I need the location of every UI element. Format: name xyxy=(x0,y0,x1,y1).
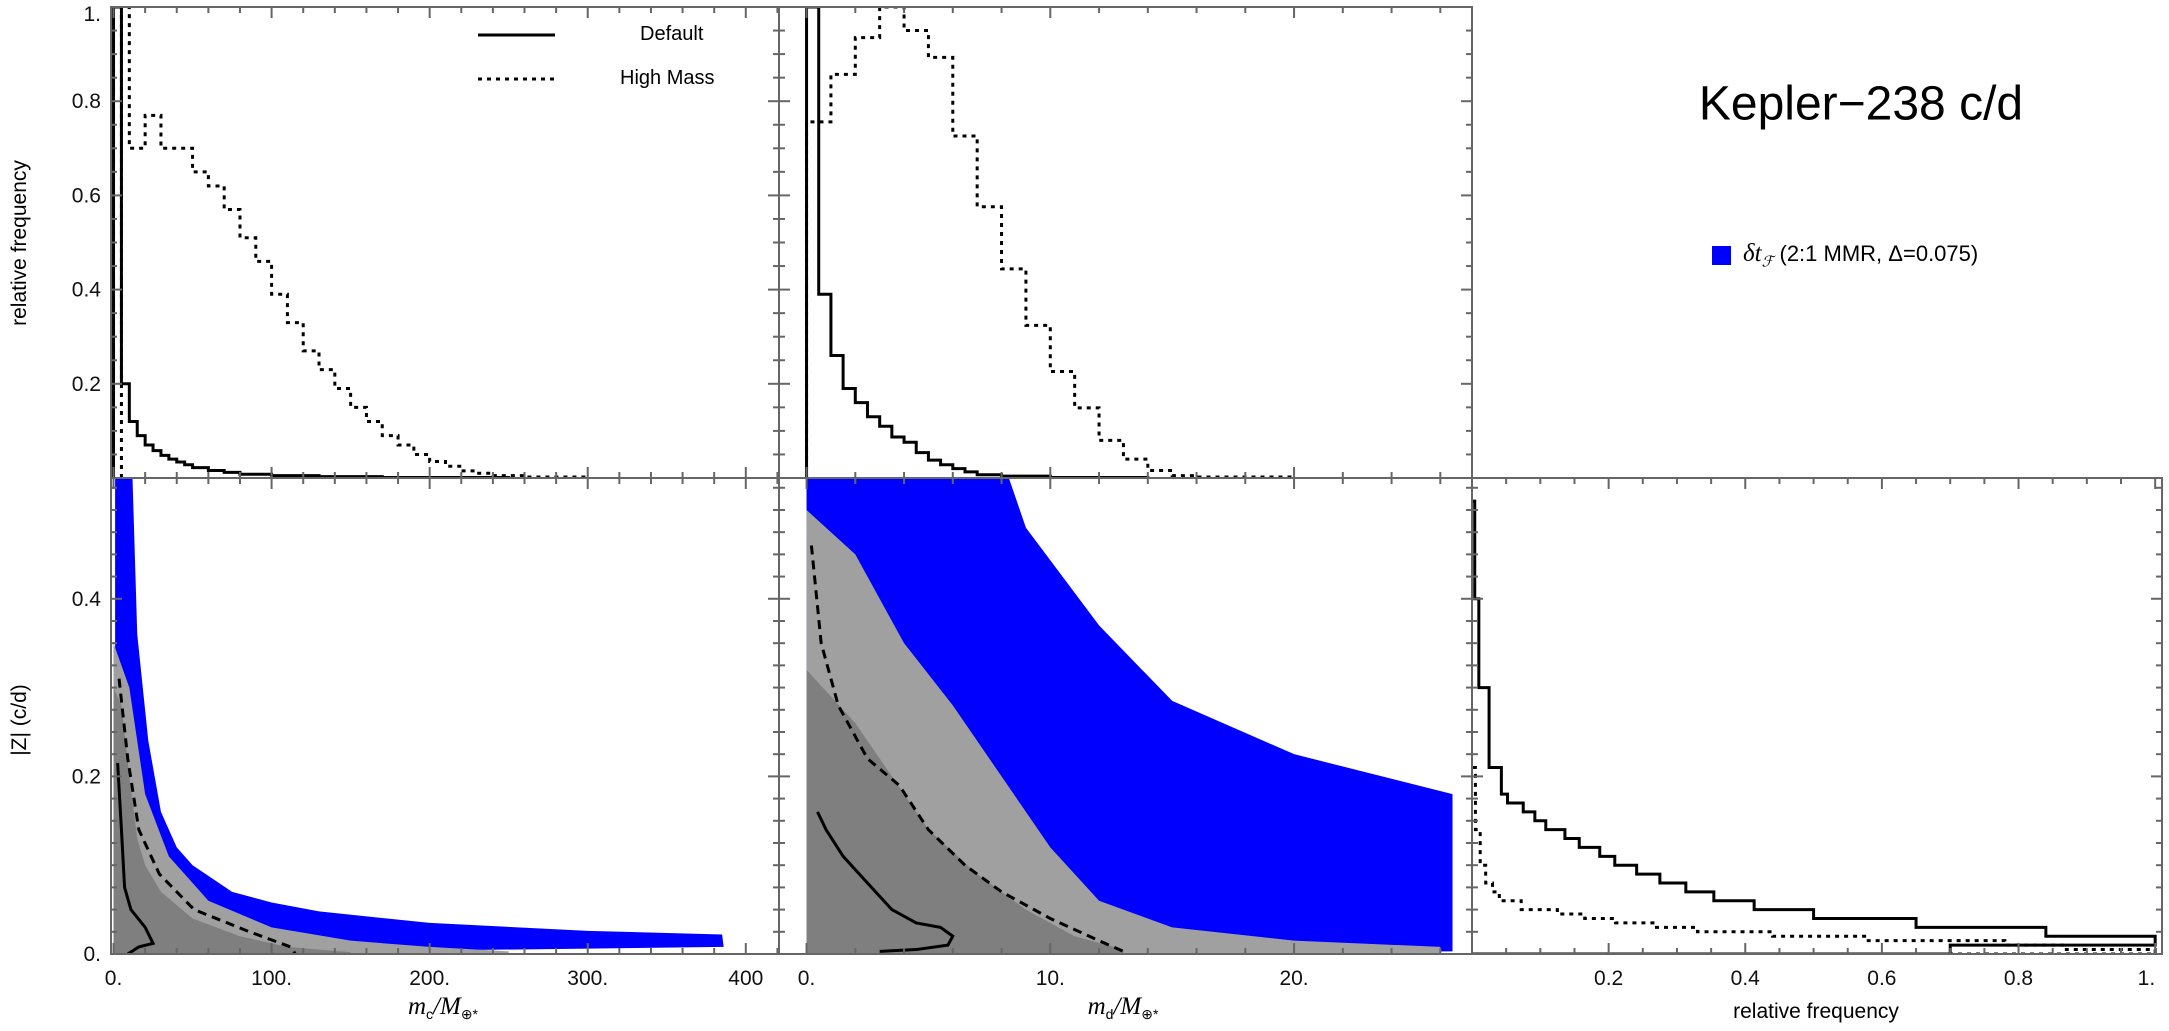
x-tick-label: 0.4 xyxy=(1731,967,1761,990)
samples-sparse-area xyxy=(806,509,1441,954)
figure-title: Kepler−238 c/d xyxy=(1698,77,2024,131)
axis-ticks xyxy=(779,6,1472,479)
contour-default xyxy=(816,811,955,953)
histogram-default xyxy=(1472,499,2157,954)
region-legend-text: (2:1 MMR, Δ=0.075) xyxy=(1779,241,1979,266)
x-tick-label: 400 xyxy=(728,967,763,990)
x-label-unit-sub: ⊕* xyxy=(1141,1006,1159,1023)
histogram-high-mass xyxy=(805,7,1296,478)
x-tick-label: 0. xyxy=(798,967,816,990)
y-axis-label-z: |Z| (c/d) xyxy=(8,684,31,756)
x-tick-label: 0.8 xyxy=(2004,967,2033,990)
region-legend-swatch xyxy=(1712,245,1731,265)
mc-vs-z-plot-area xyxy=(113,478,724,954)
panel-frame xyxy=(778,6,1473,479)
legend-high-mass-label: High Mass xyxy=(620,67,715,89)
x-label-sub: c xyxy=(426,1006,434,1023)
x-label-sub: d xyxy=(1105,1006,1114,1023)
y-tick-label: 0.8 xyxy=(72,90,101,113)
z-histogram-plot-area xyxy=(1472,499,2157,954)
y-tick-label: 0.4 xyxy=(72,588,102,611)
x-axis-label-relative-frequency: relative frequency xyxy=(1733,1000,1899,1023)
md-histogram-panel xyxy=(778,6,1473,479)
x-axis-label-mc: mc/M⊕* xyxy=(408,993,478,1023)
histogram-default xyxy=(112,7,511,478)
x-tick-label: 1. xyxy=(2138,967,2156,990)
region-legend: δtℱ (2:1 MMR, Δ=0.075) xyxy=(1712,240,1978,270)
y-axis-label-relative-frequency: relative frequency xyxy=(8,160,31,326)
histogram-high-mass xyxy=(1472,766,2157,954)
md-histogram-plot-area xyxy=(805,7,1296,478)
x-tick-label: 10. xyxy=(1036,967,1065,990)
y-tick-label: 0.4 xyxy=(72,279,102,302)
panel-frame xyxy=(1471,477,2163,955)
x-tick-label: 100. xyxy=(251,967,292,990)
y-tick-label: 1. xyxy=(83,3,101,26)
x-axis-label-md: md/M⊕* xyxy=(1088,993,1159,1023)
x-tick-label: 0.2 xyxy=(1594,967,1623,990)
y-tick-label: 0.2 xyxy=(72,373,101,396)
x-tick-label: 300. xyxy=(567,967,608,990)
region-legend-symbol: δt xyxy=(1743,240,1762,267)
y-tick-label: 0.2 xyxy=(72,765,101,788)
x-label-unit-sub: ⊕* xyxy=(460,1006,479,1023)
y-tick-label: 0.6 xyxy=(72,184,101,207)
y-tick-label: 0. xyxy=(83,943,101,966)
x-tick-label: 0.6 xyxy=(1867,967,1896,990)
md-vs-z-plot-area xyxy=(806,478,1453,954)
resonance-region-area xyxy=(115,478,724,954)
samples-dense-area xyxy=(113,687,351,954)
mc-vs-z-panel: 0. 100. 200. 300. 400 0. 0.2 0.4 xyxy=(72,477,780,990)
axis-ticks xyxy=(1471,478,2162,955)
contour-high-mass xyxy=(117,678,297,954)
axis-ticks xyxy=(111,478,779,955)
x-tick-label: 20. xyxy=(1279,967,1308,990)
region-legend-label: δtℱ (2:1 MMR, Δ=0.075) xyxy=(1743,240,1978,270)
x-label-var: m xyxy=(1087,992,1106,1020)
mc-histogram-plot-area xyxy=(112,7,590,478)
contour-high-mass xyxy=(809,545,1125,953)
x-tick-label: 200. xyxy=(409,967,450,990)
histogram-default xyxy=(805,7,1150,478)
x-tick-label: 0. xyxy=(105,967,123,990)
x-label-unit: /M xyxy=(433,992,461,1020)
legend-default-label: Default xyxy=(640,23,704,45)
x-label-var: m xyxy=(407,992,427,1020)
md-vs-z-panel: 0. 10. 20. xyxy=(778,477,1473,990)
samples-dense-area xyxy=(806,669,1124,954)
x-label-unit: /M xyxy=(1113,992,1142,1020)
region-legend-subscript: ℱ xyxy=(1761,253,1774,271)
contour-default xyxy=(116,762,156,954)
z-histogram-panel: 0.2 0.4 0.6 0.8 1. xyxy=(1471,477,2163,990)
